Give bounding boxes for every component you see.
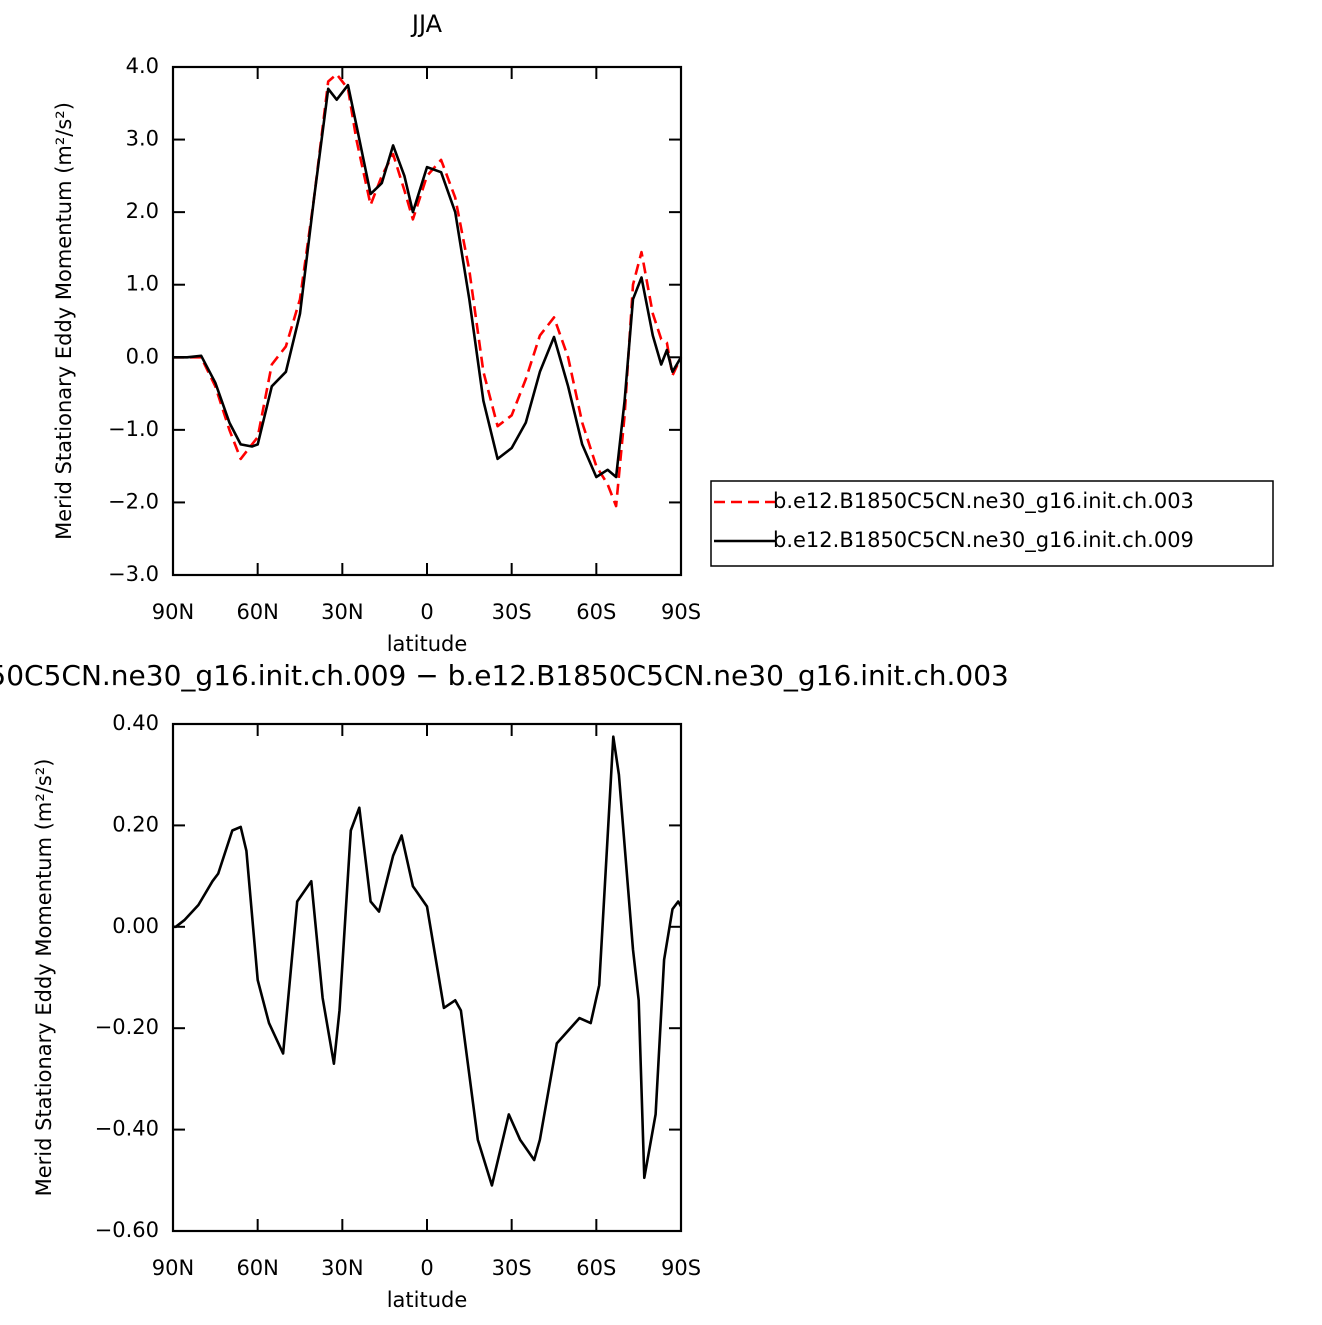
- y-tick-label: −0.20: [95, 1015, 159, 1039]
- x-tick-label: 30S: [492, 600, 532, 624]
- chart-title: JJA: [410, 10, 443, 38]
- x-tick-label: 90N: [152, 1256, 194, 1280]
- y-tick-label: −0.60: [95, 1218, 159, 1242]
- y-tick-label: 3.0: [126, 127, 159, 151]
- x-tick-label: 0: [420, 600, 433, 624]
- legend-box: [710, 480, 1274, 567]
- y-tick-label: 1.0: [126, 272, 159, 296]
- y-tick-label: 0.0: [126, 344, 159, 368]
- x-tick-label: 90N: [152, 600, 194, 624]
- legend-label: b.e12.B1850C5CN.ne30_g16.init.ch.003: [773, 489, 1194, 514]
- y-tick-label: 0.00: [112, 914, 159, 938]
- y-tick-label: 4.0: [126, 54, 159, 78]
- y-tick-label: −2.0: [108, 489, 159, 513]
- x-tick-label: 30N: [321, 600, 363, 624]
- y-tick-label: 2.0: [126, 199, 159, 223]
- data-line: [173, 735, 683, 1187]
- plot-frame: [171, 722, 683, 1233]
- x-tick-label: 60S: [576, 1256, 616, 1280]
- y-tick-label: −3.0: [108, 562, 159, 586]
- x-tick-label: 30N: [321, 1256, 363, 1280]
- plot-frame: [171, 65, 683, 577]
- x-tick-label: 30S: [492, 1256, 532, 1280]
- y-axis-label: Merid Stationary Eddy Momentum (m²/s²): [52, 102, 76, 540]
- y-tick-label: 0.20: [112, 812, 159, 836]
- x-axis-label: latitude: [387, 632, 468, 656]
- x-tick-label: 90S: [661, 600, 701, 624]
- x-tick-label: 90S: [661, 1256, 701, 1280]
- x-tick-label: 60N: [236, 1256, 278, 1280]
- x-tick-label: 60N: [236, 600, 278, 624]
- y-tick-label: −1.0: [108, 417, 159, 441]
- y-axis-label: Merid Stationary Eddy Momentum (m²/s²): [32, 759, 56, 1197]
- data-line: [173, 73, 683, 508]
- legend-label: b.e12.B1850C5CN.ne30_g16.init.ch.009: [773, 528, 1194, 553]
- x-tick-label: 60S: [576, 600, 616, 624]
- x-tick-label: 0: [420, 1256, 433, 1280]
- data-line: [173, 83, 683, 479]
- chart-title: b.e12.B1850C5CN.ne30_g16.init.ch.009 − b…: [0, 659, 1009, 692]
- y-tick-label: 0.40: [112, 711, 159, 735]
- y-tick-label: −0.40: [95, 1117, 159, 1141]
- x-axis-label: latitude: [387, 1288, 468, 1312]
